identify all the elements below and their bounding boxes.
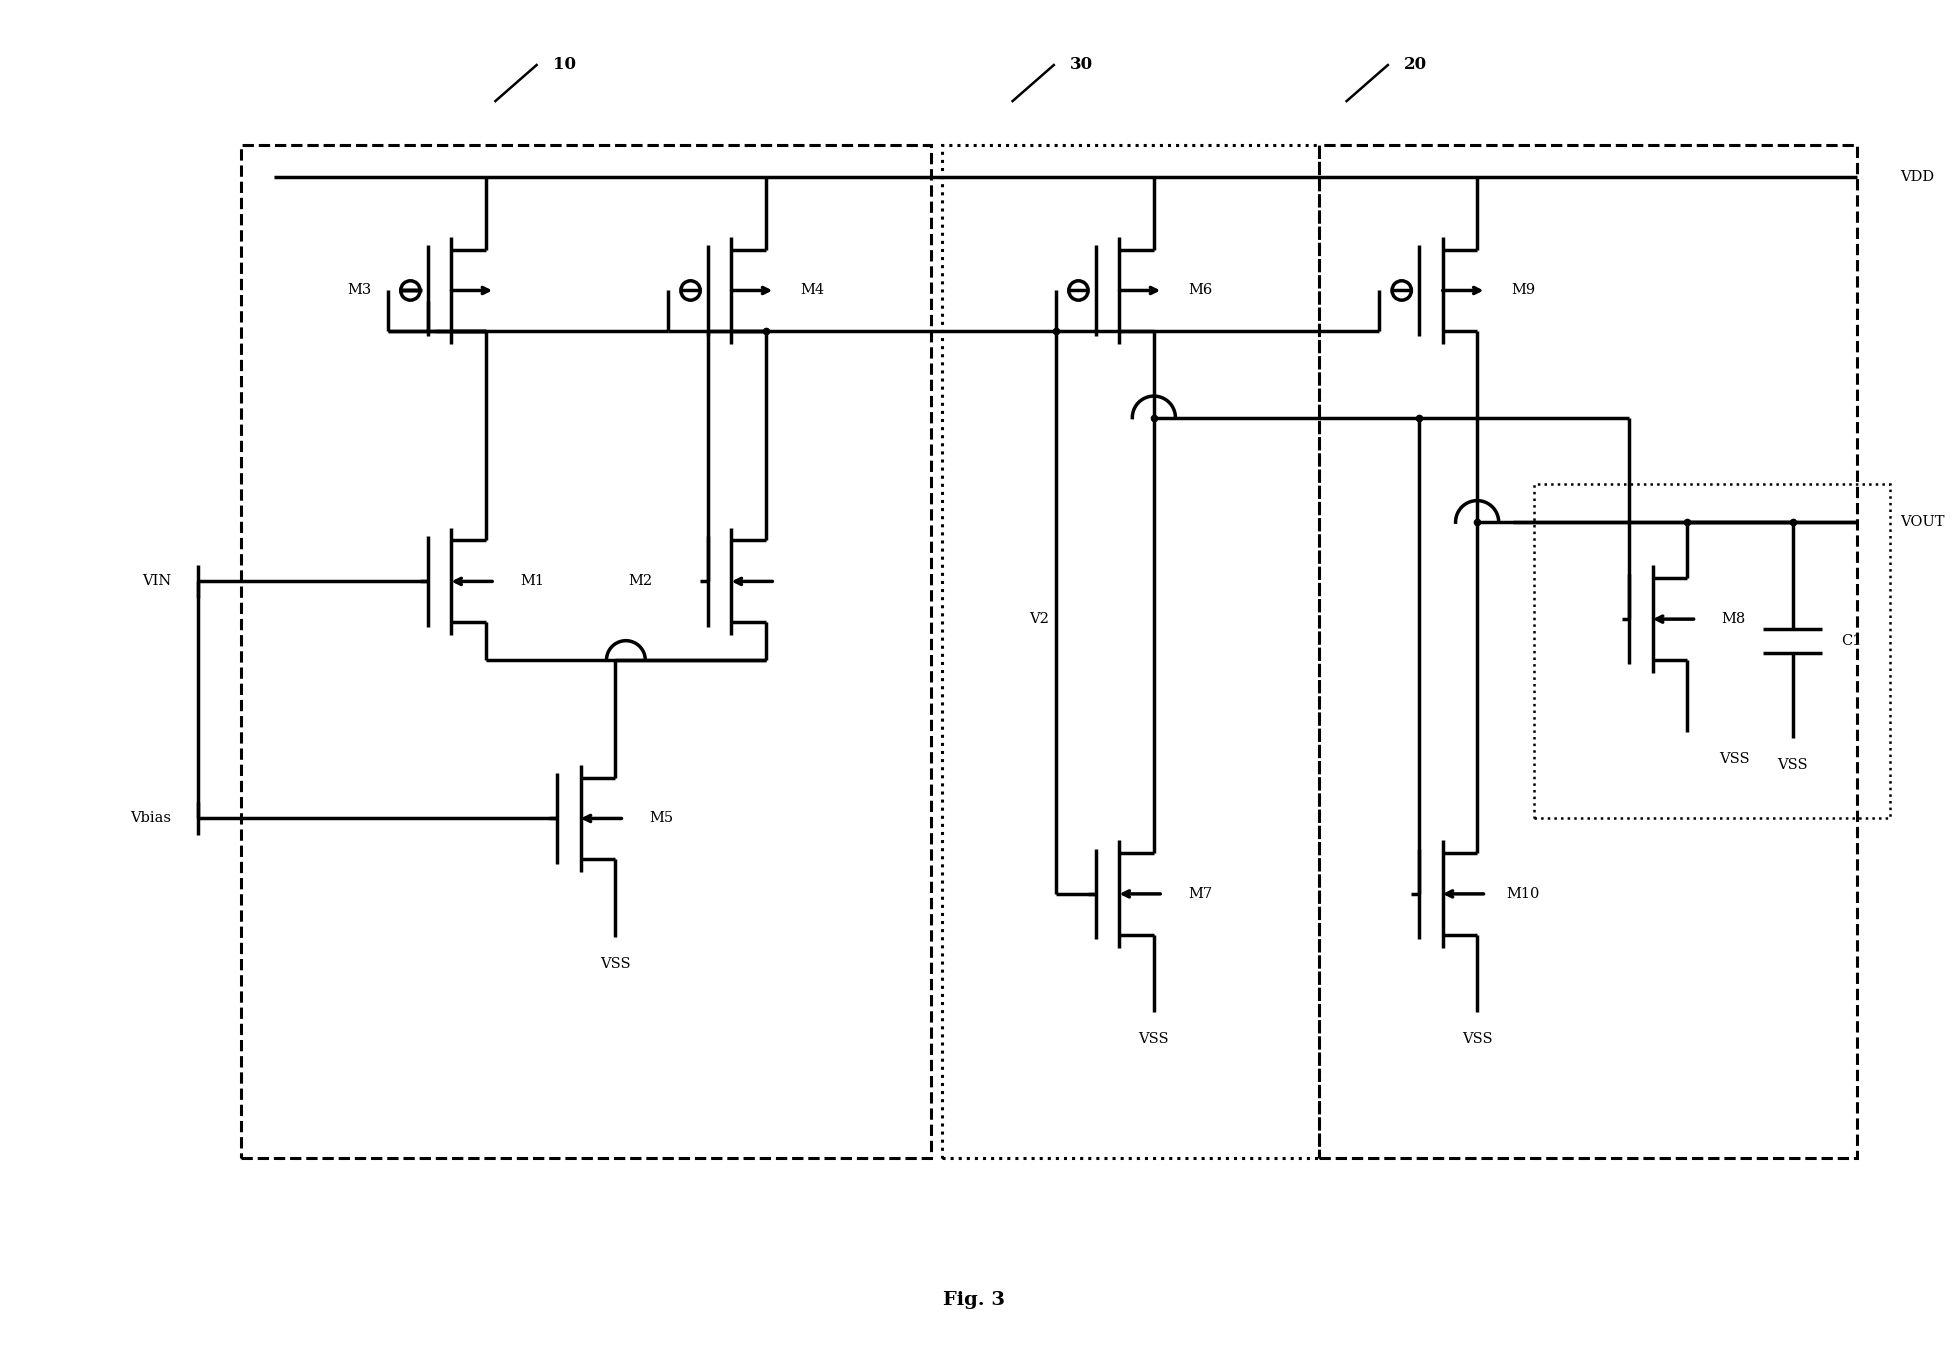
Text: 10: 10: [553, 55, 576, 73]
Text: Fig. 3: Fig. 3: [944, 1291, 1004, 1310]
Text: VSS: VSS: [1778, 758, 1807, 771]
Text: VIN: VIN: [143, 575, 172, 588]
Text: M7: M7: [1188, 887, 1211, 900]
Text: VSS: VSS: [1720, 752, 1751, 766]
Text: 20: 20: [1405, 55, 1426, 73]
Bar: [240, 145, 930, 1158]
Text: 30: 30: [1071, 55, 1092, 73]
Text: M9: M9: [1510, 284, 1536, 297]
Text: VSS: VSS: [1462, 1032, 1493, 1046]
Text: M6: M6: [1188, 284, 1211, 297]
Bar: [1319, 145, 1858, 1158]
Text: VSS: VSS: [1139, 1032, 1168, 1046]
Text: M1: M1: [520, 575, 543, 588]
Text: VSS: VSS: [600, 957, 631, 970]
Text: Vbias: Vbias: [131, 812, 172, 825]
Text: V2: V2: [1028, 612, 1049, 626]
Text: M2: M2: [627, 575, 653, 588]
Text: M8: M8: [1721, 612, 1745, 626]
Bar: [942, 145, 1319, 1158]
Text: C1: C1: [1841, 634, 1862, 647]
Text: VOUT: VOUT: [1901, 516, 1944, 529]
Bar: [1534, 485, 1890, 818]
Text: M4: M4: [801, 284, 825, 297]
Text: M3: M3: [348, 284, 371, 297]
Text: VDD: VDD: [1901, 171, 1934, 184]
Text: M10: M10: [1507, 887, 1540, 900]
Text: M5: M5: [649, 812, 674, 825]
